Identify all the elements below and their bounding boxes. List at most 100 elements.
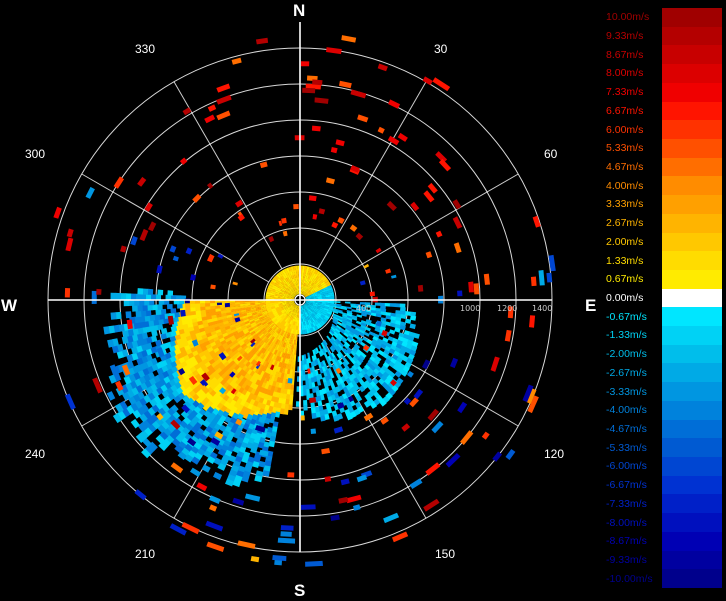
echo-gate xyxy=(290,359,294,366)
echo-gate xyxy=(303,313,307,318)
echo-gate xyxy=(294,305,298,310)
echo-gate xyxy=(302,309,304,315)
echo-gate xyxy=(331,325,337,330)
echo-gate xyxy=(316,379,322,386)
echo-gate xyxy=(283,331,287,338)
echo-gate xyxy=(346,321,353,326)
echo-gate xyxy=(294,281,298,287)
echo-gate xyxy=(303,286,306,291)
echo-gate xyxy=(365,304,371,308)
legend-label: 2.67m/s xyxy=(606,217,644,230)
legend-label: -2.00m/s xyxy=(606,348,647,361)
echo-gate xyxy=(177,324,184,331)
legend-label: 10.00m/s xyxy=(606,11,650,24)
echo-gate xyxy=(320,314,326,319)
echo-gate xyxy=(224,325,231,331)
echo-gate xyxy=(351,348,358,354)
echo-gate xyxy=(269,304,275,308)
echo-gate xyxy=(134,489,147,501)
echo-gate xyxy=(318,362,323,369)
echo-gate xyxy=(409,323,416,330)
echo-gate xyxy=(303,400,308,406)
echo-gate xyxy=(289,288,294,293)
echo-gate xyxy=(230,311,237,315)
echo-gate xyxy=(250,346,257,353)
echo-gate xyxy=(264,356,270,363)
echo-gate xyxy=(177,303,183,309)
echo-gate xyxy=(216,110,231,121)
echo-gate xyxy=(266,326,272,332)
echo-gate xyxy=(322,377,327,384)
echo-gate xyxy=(113,372,122,382)
echo-gate xyxy=(372,336,379,342)
echo-gate xyxy=(282,305,288,309)
echo-gate xyxy=(239,301,246,305)
echo-gate xyxy=(204,302,211,307)
echo-gate xyxy=(205,315,212,320)
echo-gate xyxy=(335,338,341,344)
echo-gate xyxy=(281,286,286,290)
echo-gate xyxy=(265,303,271,306)
echo-gate xyxy=(321,303,327,307)
echo-gate xyxy=(312,278,318,284)
echo-gate xyxy=(277,285,282,289)
echo-gate xyxy=(295,317,298,323)
echo-gate xyxy=(329,339,335,345)
echo-gate xyxy=(181,319,188,326)
echo-gate xyxy=(351,316,358,321)
echo-gate xyxy=(304,304,308,308)
echo-gate xyxy=(337,402,345,410)
echo-gate xyxy=(272,555,287,562)
echo-gate xyxy=(302,365,305,371)
echo-gate xyxy=(336,353,342,360)
echo-gate xyxy=(248,336,254,343)
echo-gate xyxy=(157,318,165,325)
echo-gate xyxy=(228,321,235,326)
azimuth-label-210: 210 xyxy=(135,547,156,561)
echo-gate xyxy=(308,315,312,320)
echo-gate xyxy=(245,310,252,314)
echo-gate xyxy=(359,327,366,332)
echo-gate xyxy=(311,307,316,312)
echo-gate xyxy=(126,389,135,399)
echo-gate xyxy=(271,348,276,355)
echo-gate xyxy=(291,270,295,275)
echo-gate xyxy=(312,268,317,274)
echo-gate xyxy=(312,322,317,327)
echo-gate xyxy=(336,336,342,342)
azimuth-spoke xyxy=(173,81,283,270)
echo-gate xyxy=(380,343,387,350)
echo-gate xyxy=(320,275,326,280)
echo-gate xyxy=(255,470,264,478)
echo-gate xyxy=(288,333,292,340)
echo-gate xyxy=(307,373,312,380)
echo-gate xyxy=(131,340,139,348)
echo-gate xyxy=(333,362,339,369)
echo-gate xyxy=(243,353,250,360)
echo-gate xyxy=(214,339,221,345)
echo-gate xyxy=(365,311,372,316)
echo-gate xyxy=(328,307,334,311)
echo-gate xyxy=(370,312,377,317)
echo-gate xyxy=(269,323,275,329)
echo-gate xyxy=(176,320,183,327)
echo-gate xyxy=(390,344,397,351)
echo-gate xyxy=(141,448,151,459)
echo-gate xyxy=(290,302,295,306)
echo-gate xyxy=(304,293,309,297)
echo-gate xyxy=(323,278,329,284)
velocity-color-legend: 10.00m/s 9.33m/s 8.67m/s 8.00m/s 7.33m/s 6.67… xyxy=(606,8,722,589)
echo-gate xyxy=(205,415,214,424)
echo-gate xyxy=(346,322,352,328)
radar-ppi-display[interactable] xyxy=(0,0,600,600)
echo-gate xyxy=(283,326,288,332)
echo-gate xyxy=(281,296,287,299)
echo-gate xyxy=(174,334,182,341)
echo-gate xyxy=(305,278,308,284)
echo-gate xyxy=(140,310,147,317)
echo-gate xyxy=(318,405,324,412)
echo-gate xyxy=(260,327,266,333)
echo-gate xyxy=(294,313,298,319)
echo-gate xyxy=(313,296,319,299)
echo-gate xyxy=(277,322,283,328)
